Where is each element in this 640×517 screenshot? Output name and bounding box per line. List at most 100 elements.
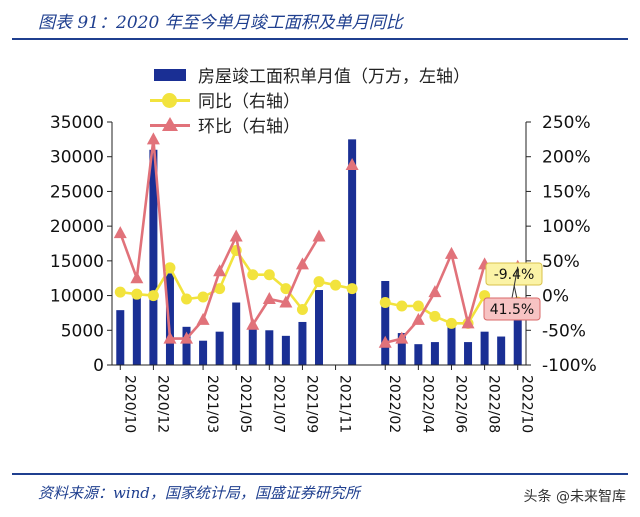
data-point (196, 312, 210, 325)
data-point (444, 246, 458, 259)
x-tick-label: 2021/09 (303, 375, 319, 433)
bar (464, 342, 473, 365)
data-point (181, 293, 193, 305)
data-point (164, 262, 176, 274)
x-tick-label: 2020/10 (121, 375, 137, 433)
bar (232, 302, 241, 365)
legend-item-mom: 环比（右轴） (150, 112, 470, 137)
data-point (280, 283, 292, 295)
bar (497, 336, 506, 365)
right-tick-label: 250% (542, 113, 591, 133)
left-tick-label: 0 (93, 356, 104, 376)
right-tick-label: -50% (542, 321, 586, 341)
data-point (312, 229, 326, 242)
legend-label-bars: 房屋竣工面积单月值（万方，左轴） (198, 67, 470, 87)
x-tick-label: 2021/05 (237, 375, 253, 433)
data-point (296, 303, 308, 315)
data-point (279, 295, 293, 308)
data-point (113, 226, 127, 239)
data-point (395, 331, 409, 344)
callout-layer: -9.4% 41.5% (483, 262, 543, 321)
data-point (131, 288, 143, 300)
x-tick-label: 2021/07 (270, 375, 286, 433)
bar (513, 316, 522, 365)
circle-icon (150, 90, 190, 110)
data-point (214, 283, 226, 295)
legend-label-mom: 环比（右轴） (198, 117, 300, 137)
right-tick-label: 100% (542, 217, 591, 237)
legend: 房屋竣工面积单月值（万方，左轴） 同比（右轴） 环比（右轴） (150, 62, 470, 137)
data-point (213, 264, 227, 277)
axes-layer: 0 5000 10000 15000 20000 25000 30000 35000 -100%… (50, 113, 597, 433)
bar (447, 324, 456, 365)
data-point (428, 285, 442, 298)
mom-callout-leader (511, 266, 519, 299)
bar (199, 340, 208, 365)
left-tick-label: 30000 (50, 148, 104, 168)
bar (182, 326, 191, 365)
bar (315, 290, 323, 365)
legend-label-yoy: 同比（右轴） (198, 92, 300, 112)
data-point (246, 317, 260, 330)
left-tick-label: 20000 (50, 217, 104, 237)
triangle-icon (150, 115, 190, 135)
right-tick-label: 0% (542, 287, 569, 307)
x-tick-label: 2022/10 (519, 375, 535, 433)
x-tick-label: 2022/08 (486, 375, 502, 433)
data-point (263, 269, 275, 281)
data-point (229, 229, 243, 242)
bar-swatch-icon (150, 65, 190, 85)
bar (381, 280, 390, 365)
left-tick-label: 10000 (50, 287, 104, 307)
bars-layer (116, 139, 522, 365)
data-point (411, 312, 425, 325)
data-point (330, 279, 342, 291)
data-point (313, 276, 325, 288)
data-point (180, 331, 194, 344)
bar (165, 273, 174, 365)
bar (480, 331, 489, 365)
bar (298, 321, 307, 365)
data-point (114, 286, 126, 298)
legend-item-bars: 房屋竣工面积单月值（万方，左轴） (150, 62, 470, 87)
x-tick-label: 2020/12 (154, 375, 170, 433)
data-point (295, 257, 309, 270)
bar (348, 139, 357, 365)
data-point (345, 158, 359, 171)
chart-title: 图表 91：2020 年至今单月竣工面积及单月同比 (38, 13, 403, 33)
data-point (197, 291, 209, 303)
x-tick-label: 2022/04 (419, 375, 435, 433)
bar (265, 330, 274, 365)
footer-rule (12, 473, 628, 475)
left-tick-label: 25000 (50, 182, 104, 202)
data-point (461, 316, 475, 329)
bar (414, 344, 423, 365)
bar (281, 335, 290, 365)
data-point (445, 317, 457, 329)
bar (215, 331, 224, 365)
right-tick-label: 50% (542, 252, 580, 272)
right-tick-label: 150% (542, 182, 591, 202)
bar (149, 149, 158, 365)
left-tick-label: 35000 (50, 113, 104, 133)
x-tick-label: 2022/02 (386, 375, 402, 433)
data-point (412, 300, 424, 312)
data-point (163, 331, 177, 344)
bar (248, 326, 257, 365)
x-tick-label: 2022/06 (452, 375, 468, 433)
data-point (379, 297, 391, 309)
data-point (147, 290, 159, 302)
watermark: 头条 @未来智库 (523, 489, 626, 505)
data-point (146, 132, 160, 145)
x-tick-label: 2021/03 (204, 375, 220, 433)
mom-callout-label: 41.5% (490, 302, 534, 318)
right-tick-label: -100% (542, 356, 597, 376)
data-point (429, 310, 441, 322)
yoy-callout-label: -9.4% (494, 267, 535, 283)
bar (132, 296, 141, 365)
bar (116, 310, 125, 365)
data-point (396, 300, 408, 312)
header-rule (12, 38, 628, 40)
data-point (130, 271, 144, 284)
